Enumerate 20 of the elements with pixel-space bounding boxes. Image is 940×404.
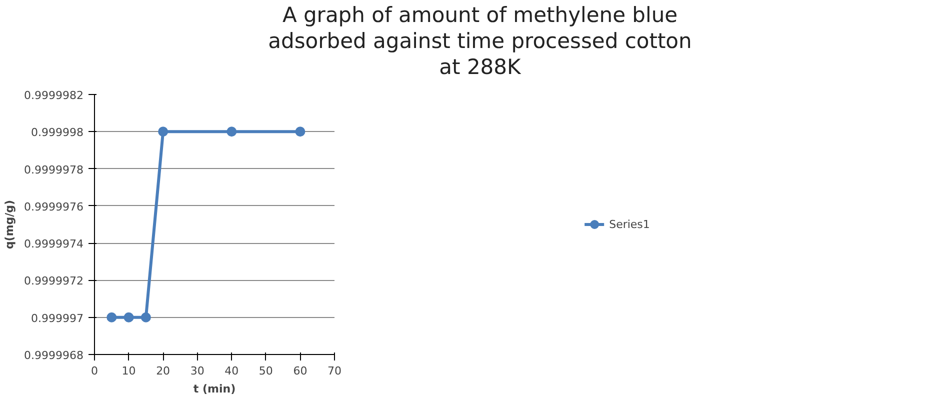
x-tick-label: 20 bbox=[156, 364, 170, 378]
x-tick-label: 70 bbox=[328, 364, 342, 378]
x-tick-label: 30 bbox=[190, 364, 204, 378]
x-tick-label: 60 bbox=[293, 364, 308, 378]
y-tick-label: 0.9999976 bbox=[24, 200, 84, 214]
x-tick-label: 50 bbox=[258, 364, 273, 378]
x-tick-label: 10 bbox=[122, 364, 136, 378]
x-tick-label: 0 bbox=[91, 364, 98, 378]
legend-label: Series1 bbox=[609, 218, 650, 230]
text: A graph of amount of methylene blue adsorbed against time processed cotton at 288K bbox=[267, 2, 693, 80]
y-tick-label: 0.9999982 bbox=[24, 89, 84, 102]
x-tick-label: 40 bbox=[224, 364, 239, 378]
y-axis-title: q(mg/g) bbox=[3, 200, 16, 250]
y-tick-label: 0.9999968 bbox=[24, 349, 84, 362]
y-tick-label: 0.9999972 bbox=[24, 274, 84, 288]
x-axis-title: t (min) bbox=[193, 382, 236, 396]
y-tick-label: 0.999997 bbox=[31, 312, 84, 325]
y-tick-label: 0.9999974 bbox=[24, 238, 84, 251]
y-tick-label: 0.9999978 bbox=[24, 163, 84, 176]
y-tick-label: 0.999998 bbox=[31, 126, 84, 140]
